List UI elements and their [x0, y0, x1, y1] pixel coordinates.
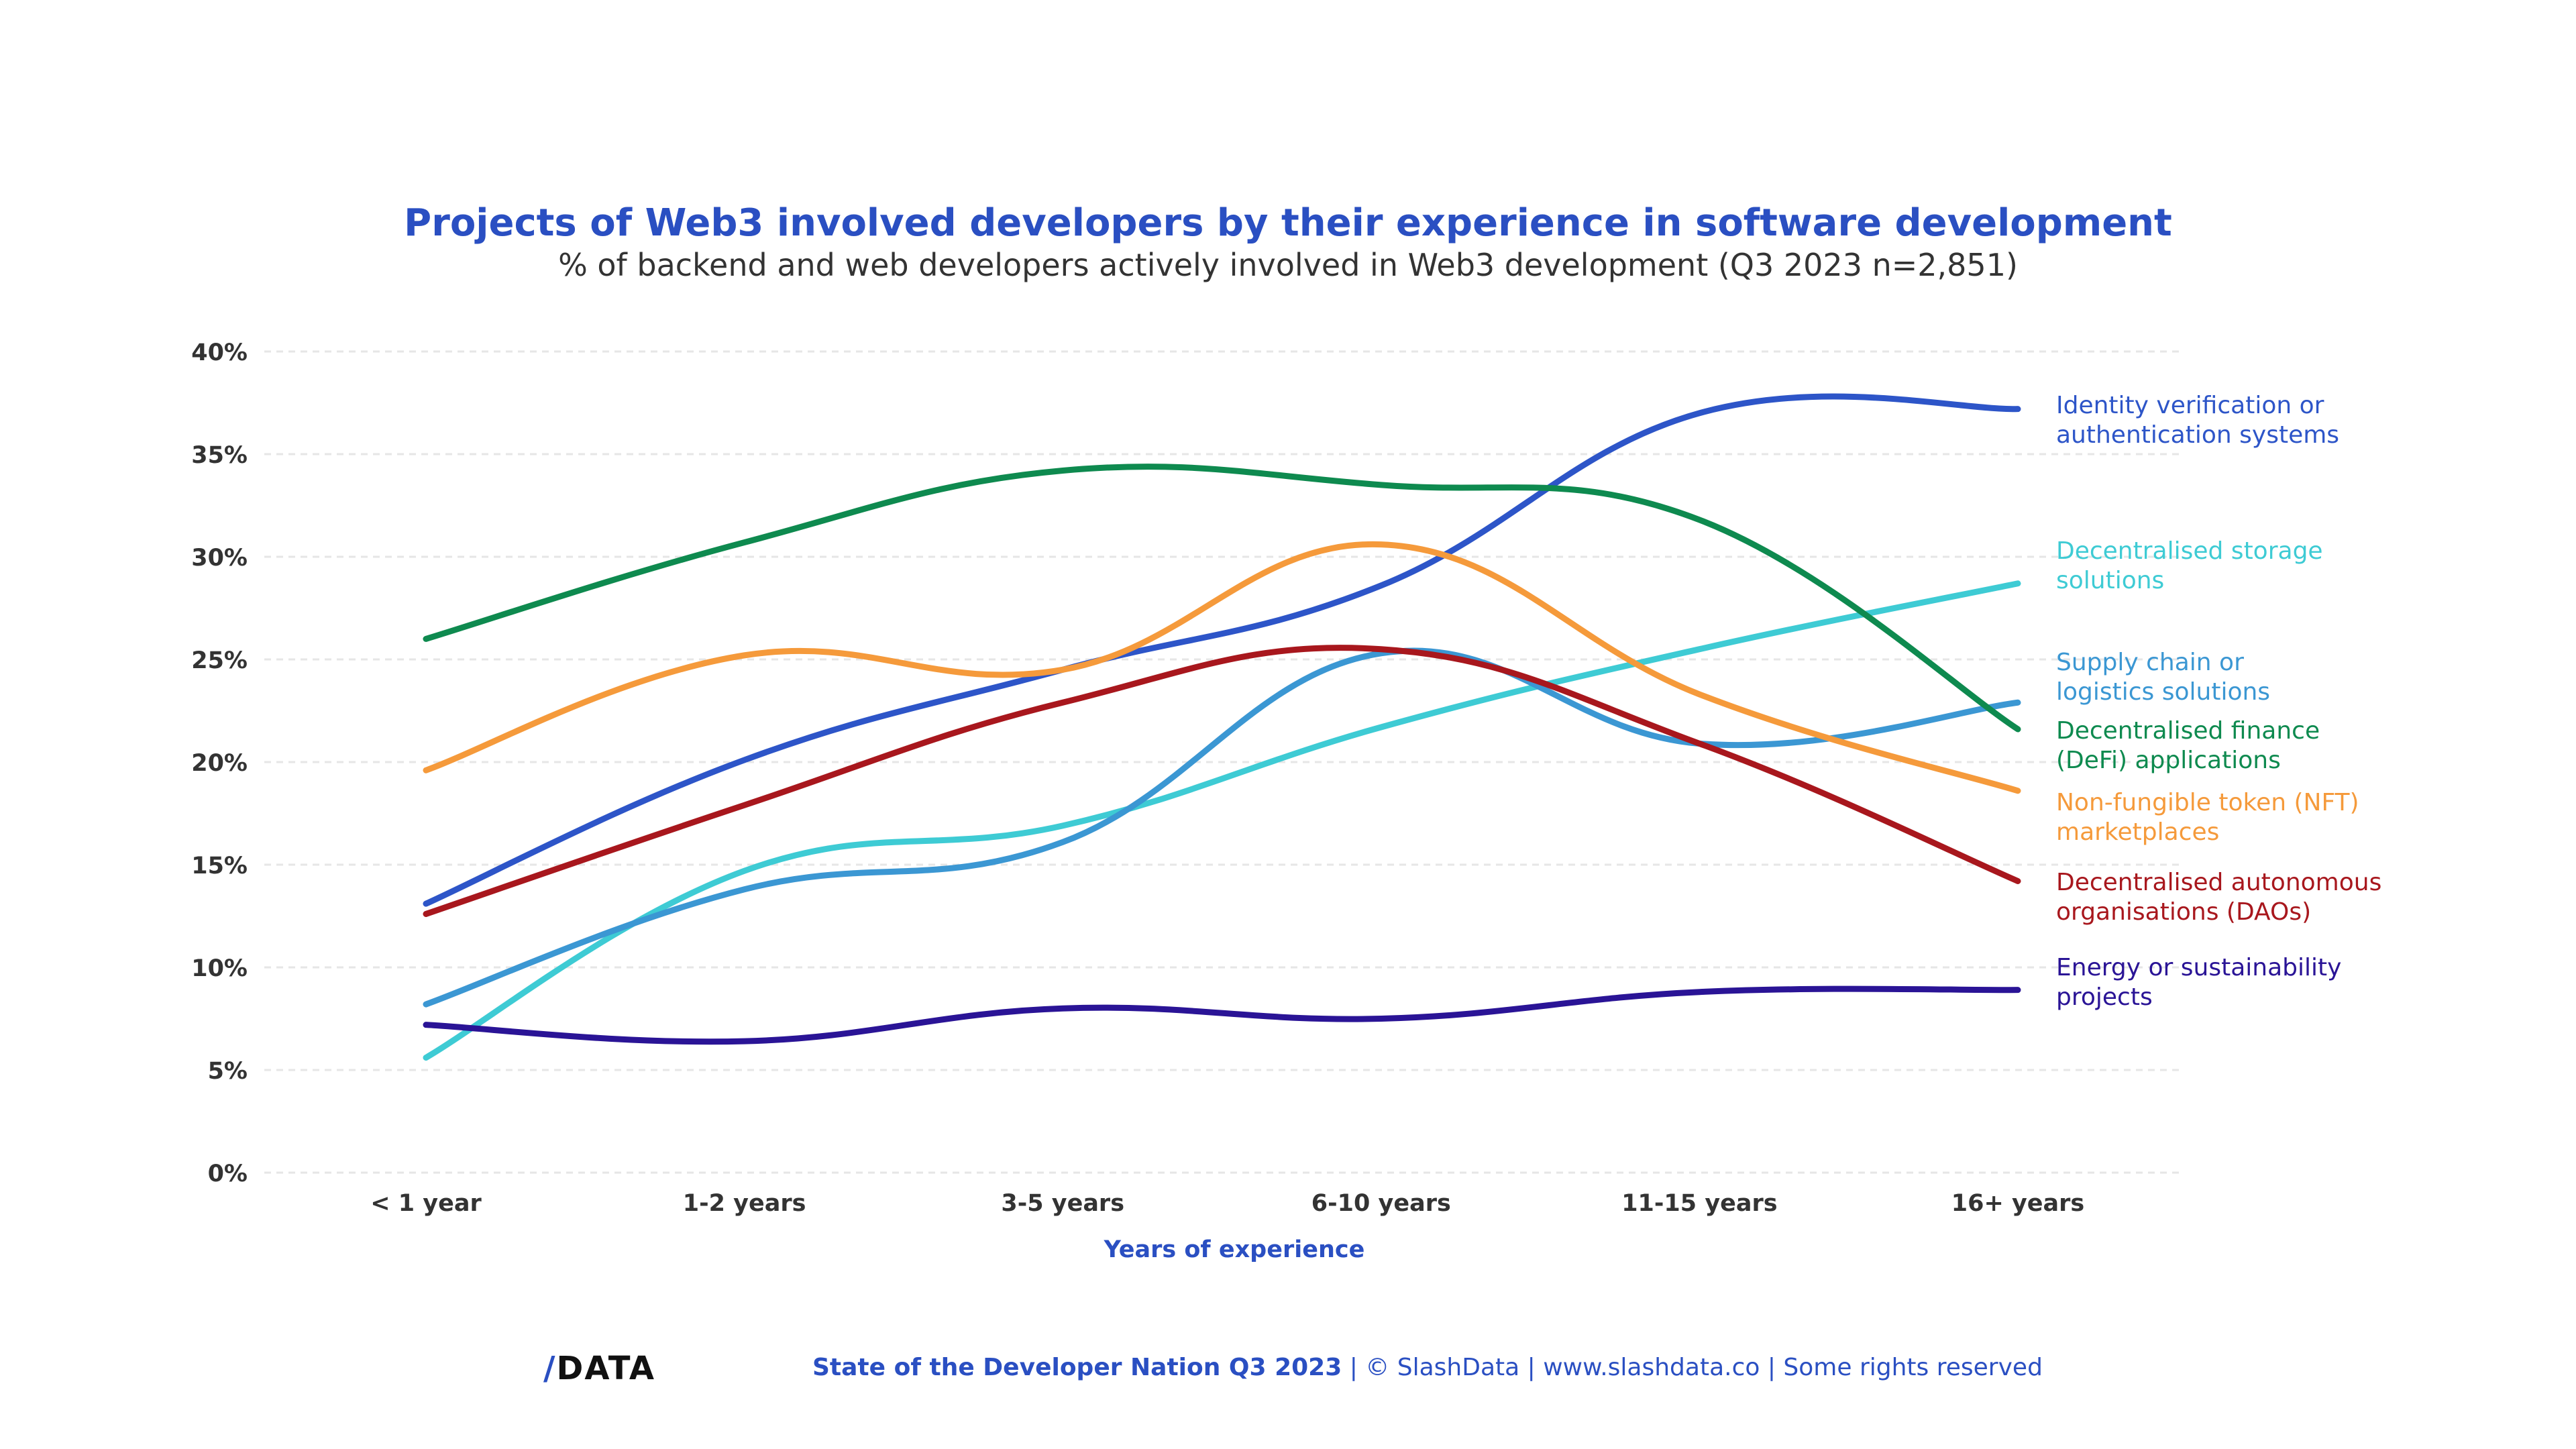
legend-label: Decentralised finance (DeFi) applications — [2056, 716, 2526, 775]
y-tick-label: 20% — [191, 750, 248, 777]
x-tick-label: 1-2 years — [683, 1190, 806, 1217]
legend-label-line: Decentralised autonomous — [2056, 869, 2382, 896]
legend-label-line: Decentralised finance — [2056, 717, 2320, 745]
y-tick-label: 15% — [191, 853, 248, 879]
legend-label: Decentralised autonomous organisations (D… — [2056, 868, 2526, 927]
legend-label-line: marketplaces — [2056, 818, 2220, 846]
y-tick-label: 5% — [208, 1058, 248, 1085]
legend-label: Energy or sustainability projects — [2056, 953, 2526, 1012]
y-tick-label: 40% — [191, 339, 248, 366]
footer-credits: | © SlashData | www.slashdata.co | Some … — [1342, 1354, 2043, 1381]
series-line — [423, 985, 2021, 1045]
legend-label-line: Supply chain or — [2056, 649, 2244, 676]
legend-label-line: (DeFi) applications — [2056, 747, 2281, 774]
x-axis-title: Years of experience — [1104, 1236, 1365, 1263]
series-line — [423, 645, 2021, 917]
legend-label-line: projects — [2056, 983, 2153, 1011]
series-line — [423, 541, 2021, 794]
x-tick-label: 11-15 years — [1621, 1190, 1777, 1217]
legend-label: Identity verification or authentication s… — [2056, 391, 2526, 450]
legend-label-line: logistics solutions — [2056, 678, 2271, 706]
y-tick-label: 35% — [191, 442, 248, 469]
footer: State of the Developer Nation Q3 2023 | … — [812, 1354, 2043, 1381]
legend-label-line: organisations (DAOs) — [2056, 898, 2312, 926]
legend-label: Supply chain or logistics solutions — [2056, 648, 2526, 707]
legend-label-line: Non-fungible token (NFT) — [2056, 789, 2359, 816]
chart-subtitle: % of backend and web developers actively… — [558, 247, 2018, 283]
y-tick-label: 30% — [191, 545, 248, 572]
y-tick-label: 25% — [191, 647, 248, 674]
legend-label: Decentralised storage solutions — [2056, 537, 2526, 596]
series-line — [423, 647, 2021, 1008]
x-tick-label: < 1 year — [370, 1190, 482, 1217]
legend-label-line: Decentralised storage — [2056, 537, 2323, 565]
x-tick-label: 3-5 years — [1001, 1190, 1124, 1217]
legend-label: Non-fungible token (NFT) marketplaces — [2056, 788, 2526, 847]
legend-label-line: solutions — [2056, 567, 2165, 594]
footer-source: State of the Developer Nation Q3 2023 — [812, 1354, 1342, 1381]
series-line — [423, 580, 2021, 1061]
x-tick-label: 16+ years — [1951, 1190, 2084, 1217]
legend-label-line: authentication systems — [2056, 421, 2340, 449]
legend-label-line: Energy or sustainability — [2056, 954, 2342, 981]
x-tick-label: 6-10 years — [1311, 1190, 1451, 1217]
series-line — [423, 393, 2021, 907]
y-tick-label: 0% — [208, 1161, 248, 1187]
series-line — [423, 464, 2021, 733]
legend-label-line: Identity verification or — [2056, 392, 2324, 419]
slashdata-logo: /DATA — [543, 1350, 655, 1387]
chart-title: Projects of Web3 involved developers by … — [404, 201, 2172, 245]
y-tick-label: 10% — [191, 955, 248, 982]
